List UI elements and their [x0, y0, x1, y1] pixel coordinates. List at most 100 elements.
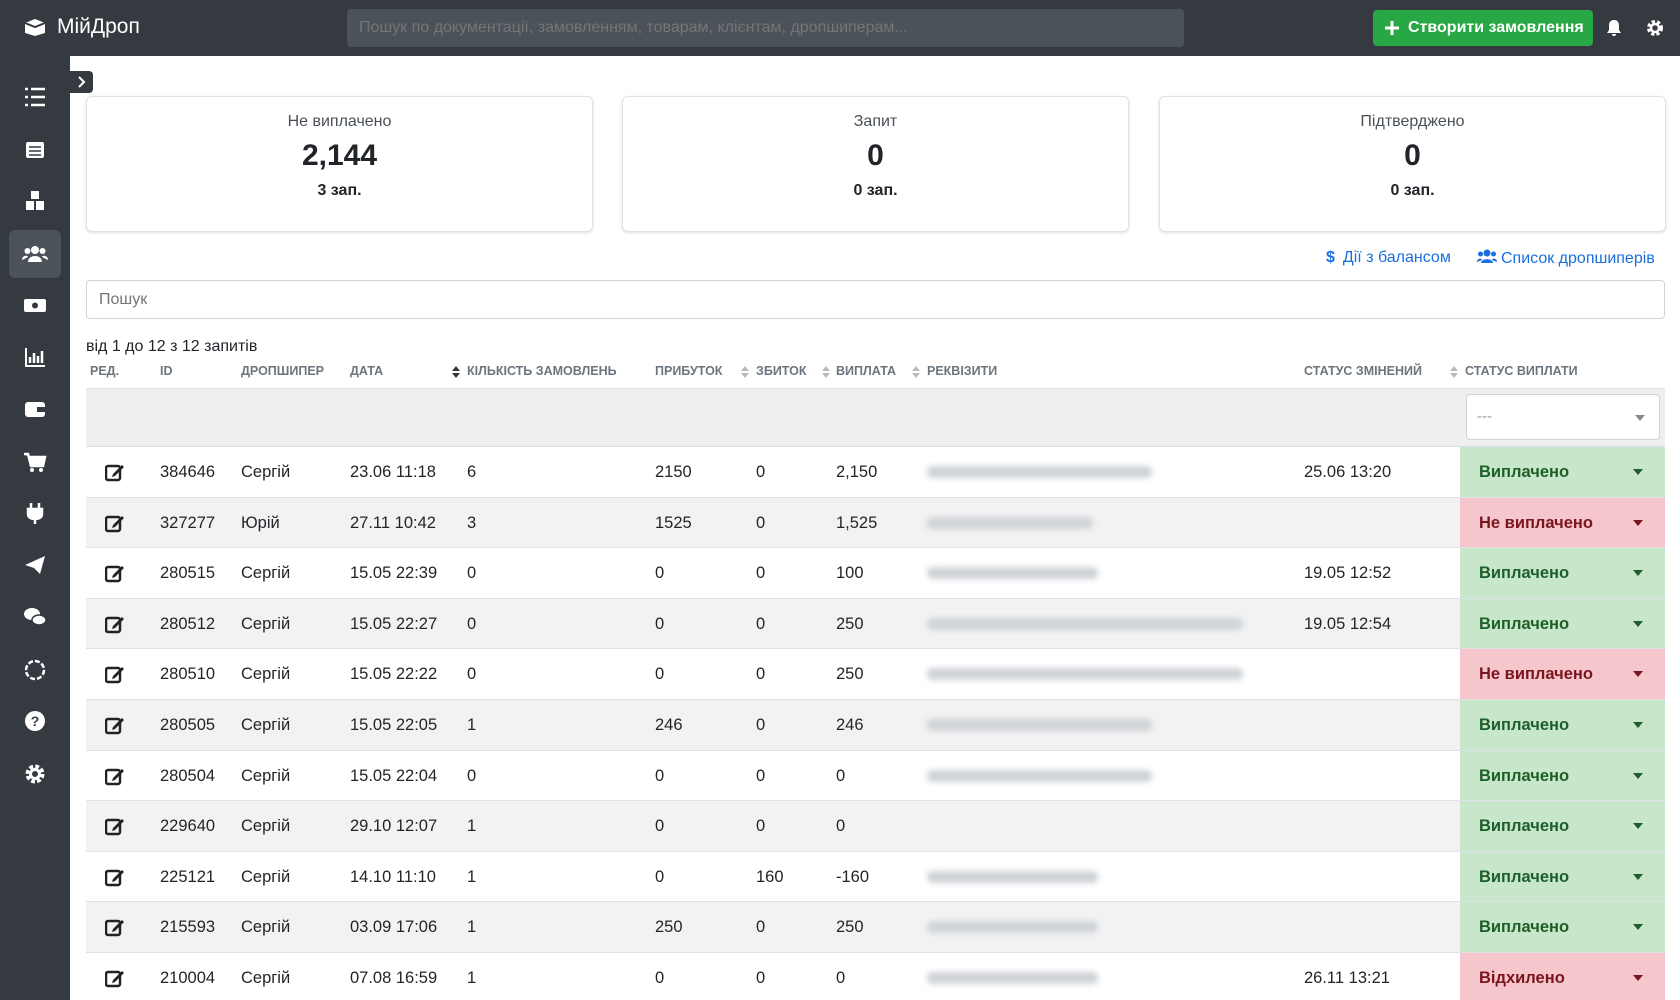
stat-value: 0	[1404, 139, 1421, 172]
status-select[interactable]: Виплачено	[1460, 548, 1665, 599]
sort-icon[interactable]	[452, 366, 460, 378]
table-cell: 1525	[655, 513, 692, 532]
table-cell: 0	[756, 817, 766, 836]
column-header[interactable]: ДРОПШИПЕР	[241, 364, 324, 378]
sidebar-icon[interactable]	[22, 657, 48, 683]
caret	[1633, 975, 1643, 981]
column-header[interactable]: ВИПЛАТА	[836, 364, 897, 378]
edit-icon[interactable]	[105, 462, 125, 482]
table-cell: 2150	[655, 463, 692, 481]
sidebar-icon[interactable]	[22, 604, 48, 630]
sidebar-icon[interactable]	[22, 344, 48, 370]
sidebar-icon[interactable]	[22, 292, 48, 318]
table-cell: 3	[467, 513, 477, 532]
column-header[interactable]: ЗБИТОК	[756, 364, 807, 378]
table-row: 280512 Сергій 15.05 22:27 0 0 0 250 19.05 12:54…	[86, 597, 1665, 649]
column-header[interactable]: РЕКВІЗИТИ	[927, 364, 998, 378]
sort-icon[interactable]	[912, 366, 920, 378]
table-cell: Сергій	[241, 665, 291, 684]
status-select[interactable]: Відхилено	[1460, 953, 1665, 1000]
sidebar-icon[interactable]	[22, 500, 48, 526]
table-cell: 15.05 22:22	[350, 665, 438, 684]
table-cell: 280504	[160, 766, 216, 785]
status-value: Виплачено	[1479, 564, 1570, 583]
bell-icon[interactable]	[1605, 19, 1623, 37]
edit-icon[interactable]	[105, 917, 125, 937]
status-select[interactable]: Виплачено	[1460, 902, 1665, 953]
balance-link[interactable]: $ Дії з балансом	[1326, 249, 1451, 266]
sort-icon[interactable]	[741, 366, 749, 378]
table-cell: 280505	[160, 716, 216, 734]
table-cell: 1,525	[836, 513, 878, 532]
sidebar-icon[interactable]	[22, 241, 48, 267]
status-filter[interactable]: ---	[1466, 394, 1660, 440]
table-row: 280505 Сергій 15.05 22:05 1 246 0 246 Виплачено	[86, 699, 1665, 750]
status-select[interactable]: Виплачено	[1460, 598, 1665, 649]
edit-icon[interactable]	[105, 513, 125, 533]
sidebar-icon[interactable]	[22, 449, 48, 475]
caret	[1633, 873, 1643, 880]
sidebar-icon[interactable]	[22, 761, 48, 787]
table-cell: 03.09 17:06	[350, 918, 438, 937]
sidebar-icon[interactable]	[22, 396, 48, 422]
column-header[interactable]: КІЛЬКІСТЬ ЗАМОВЛЕНЬ	[467, 364, 617, 378]
sidebar-icon[interactable]: ?	[22, 708, 48, 734]
sort-icon[interactable]	[822, 366, 830, 378]
status-select[interactable]: Виплачено	[1460, 700, 1665, 750]
column-header[interactable]: ID	[160, 364, 173, 378]
settings-icon[interactable]	[1646, 19, 1664, 37]
status-select[interactable]: Виплачено	[1460, 750, 1665, 801]
brand[interactable]: МійДроп	[57, 15, 140, 38]
edit-icon[interactable]	[105, 816, 125, 836]
redacted-requisites	[927, 617, 1243, 630]
sidebar-toggle[interactable]	[70, 71, 93, 93]
edit-icon[interactable]	[105, 563, 125, 583]
table-cell: 0	[655, 564, 665, 583]
column-header[interactable]: СТАТУС ВИПЛАТИ	[1465, 364, 1578, 378]
status-select[interactable]: Не виплачено	[1460, 649, 1665, 700]
redacted-requisites	[927, 921, 1098, 934]
edit-icon[interactable]	[105, 968, 125, 988]
status-select[interactable]: Виплачено	[1460, 801, 1665, 852]
caret	[1633, 772, 1643, 779]
caret	[1633, 924, 1643, 931]
column-header[interactable]: ДАТА	[350, 364, 384, 378]
table-search[interactable]	[86, 280, 1665, 319]
table-cell: 0	[655, 867, 665, 886]
column-header[interactable]: СТАТУС ЗМІНЕНИЙ	[1304, 364, 1422, 378]
caret	[1633, 620, 1643, 627]
global-search[interactable]	[347, 9, 1184, 47]
edit-icon[interactable]	[105, 664, 125, 684]
sidebar-icon[interactable]	[22, 84, 48, 110]
table-cell: 0	[467, 614, 477, 633]
table-row: 280510 Сергій 15.05 22:22 0 0 0 250 Не виплачен…	[86, 648, 1665, 700]
sidebar-icon[interactable]	[22, 552, 48, 578]
status-value: Виплачено	[1479, 918, 1570, 937]
sidebar-icon[interactable]	[22, 137, 48, 163]
table-cell: Сергій	[241, 969, 291, 987]
table-cell: 6	[467, 463, 477, 481]
edit-icon[interactable]	[105, 867, 125, 887]
stat-sub: 0 зап.	[1390, 182, 1435, 199]
table-cell: 384646	[160, 463, 216, 481]
status-value: Виплачено	[1479, 614, 1570, 633]
create-order-button[interactable]: Створити замовлення	[1373, 10, 1593, 46]
table-cell: 1	[467, 969, 477, 987]
redacted-requisites	[927, 567, 1098, 580]
plus-icon	[1385, 21, 1399, 35]
edit-icon[interactable]	[105, 715, 125, 735]
caret	[1633, 570, 1643, 577]
edit-icon[interactable]	[105, 614, 125, 634]
status-select[interactable]: Не виплачено	[1460, 497, 1665, 548]
sidebar-icon[interactable]	[22, 188, 48, 214]
status-select[interactable]: Виплачено	[1460, 851, 1665, 902]
table-cell: 15.05 22:04	[350, 766, 438, 785]
column-header: РЕД.	[90, 364, 120, 378]
column-header[interactable]: ПРИБУТОК	[655, 364, 723, 378]
edit-icon[interactable]	[105, 766, 125, 786]
redacted-requisites	[927, 466, 1152, 478]
sort-icon[interactable]	[1450, 366, 1458, 378]
dropshippers-link[interactable]: Список дропшиперів	[1477, 249, 1655, 268]
status-select[interactable]: Виплачено	[1460, 447, 1665, 497]
